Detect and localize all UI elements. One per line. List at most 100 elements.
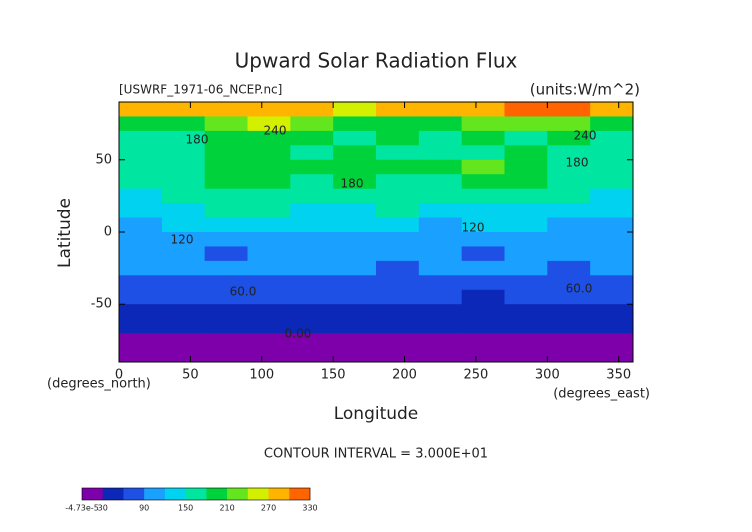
contour-cell (376, 289, 420, 305)
contour-cell (204, 188, 248, 204)
contour-cell (119, 275, 163, 291)
contour-cell (247, 217, 291, 233)
contour-cell (461, 217, 505, 233)
contour-cell (247, 318, 291, 334)
contour-cell (504, 304, 548, 320)
contour-cell (290, 188, 334, 204)
contour-cell (204, 275, 248, 291)
contour-cell (161, 232, 206, 247)
contour-cell (119, 347, 163, 363)
colorbar-label: 30 (98, 504, 108, 513)
contour-cell (333, 145, 377, 161)
contour-cell (161, 145, 206, 161)
contour-cell (333, 217, 377, 233)
contour-cell (204, 203, 248, 219)
contour-cell (547, 145, 591, 161)
contour-cell (461, 102, 505, 117)
contour-cell (290, 275, 334, 291)
subtitle: [USWRF_1971-06_NCEP.nc] (119, 83, 282, 97)
y-tick-label: 50 (95, 152, 112, 167)
contour-cell (290, 333, 334, 349)
contour-cell (418, 304, 463, 320)
y-axis-label: Latitude (55, 198, 75, 268)
contour-cell (119, 232, 163, 247)
contour-cell (590, 217, 634, 233)
contour-cell (590, 318, 634, 334)
contour-cell (247, 203, 291, 219)
contour-cell (290, 116, 334, 132)
contour-cell (290, 289, 334, 305)
contour-cell (333, 159, 377, 175)
contour-cell (247, 246, 291, 262)
contour-cell (247, 275, 291, 291)
contour-cell (461, 347, 505, 363)
contour-cell (418, 159, 463, 175)
contour-cell (204, 159, 248, 175)
contour-cell (547, 174, 591, 190)
contour-cell (547, 289, 591, 305)
x-tick-label: 150 (321, 368, 346, 383)
colorbar-label: 330 (302, 504, 317, 513)
contour-cell (547, 232, 591, 247)
contour-cell (290, 232, 334, 247)
contour-cell (204, 130, 248, 146)
contour-cell (204, 102, 248, 117)
colorbar-cell (102, 488, 124, 500)
colorbar-cell (247, 488, 269, 500)
contour-cell (204, 304, 248, 320)
contour-cell (590, 102, 634, 117)
contour-cell (504, 275, 548, 291)
contour-cell (418, 289, 463, 305)
contour-cell (590, 304, 634, 320)
x-tick-label: 100 (249, 368, 274, 383)
contour-cell (376, 232, 420, 247)
contour-cell (119, 203, 163, 219)
contour-cell (161, 174, 206, 190)
contour-cell (376, 246, 420, 262)
contour-cell (376, 145, 420, 161)
contour-cell (418, 174, 463, 190)
contour-cell (461, 159, 505, 175)
contour-cell (461, 333, 505, 349)
contour-label: 180 (186, 133, 209, 147)
colorbar-cell (268, 488, 290, 500)
contour-cell (590, 260, 634, 276)
contour-cell (547, 217, 591, 233)
contour-cell (418, 260, 463, 276)
contour-cell (590, 188, 634, 204)
contour-cell (376, 116, 420, 132)
contour-cell (461, 130, 505, 146)
contour-cell (461, 246, 505, 262)
contour-cell (333, 260, 377, 276)
x-unit: (degrees_east) (553, 387, 650, 402)
contour-cell (161, 188, 206, 204)
colorbar-label: 270 (261, 504, 276, 513)
contour-cell (547, 246, 591, 262)
contour-cell (504, 102, 548, 117)
contour-cell (119, 333, 163, 349)
contour-cell (247, 260, 291, 276)
contour-cell (247, 102, 291, 117)
contour-cell (247, 188, 291, 204)
contour-cell (290, 318, 334, 334)
contour-cell (418, 203, 463, 219)
contour-cell (376, 347, 420, 363)
contour-cell (504, 246, 548, 262)
contour-cell (333, 174, 377, 190)
contour-cell (547, 116, 591, 132)
contour-cell (504, 203, 548, 219)
contour-cell (376, 102, 420, 117)
colorbar-frame (81, 487, 311, 501)
contour-cell (418, 116, 463, 132)
colorbar-cell (289, 488, 311, 500)
contour-cell (290, 304, 334, 320)
contour-cell (376, 333, 420, 349)
contour-cell (161, 318, 206, 334)
contour-cell (204, 217, 248, 233)
contour-cell (247, 347, 291, 363)
contour-cell (590, 145, 634, 161)
contour-cell (161, 102, 206, 117)
contour-cell (504, 188, 548, 204)
colorbar-label: 90 (139, 504, 149, 513)
